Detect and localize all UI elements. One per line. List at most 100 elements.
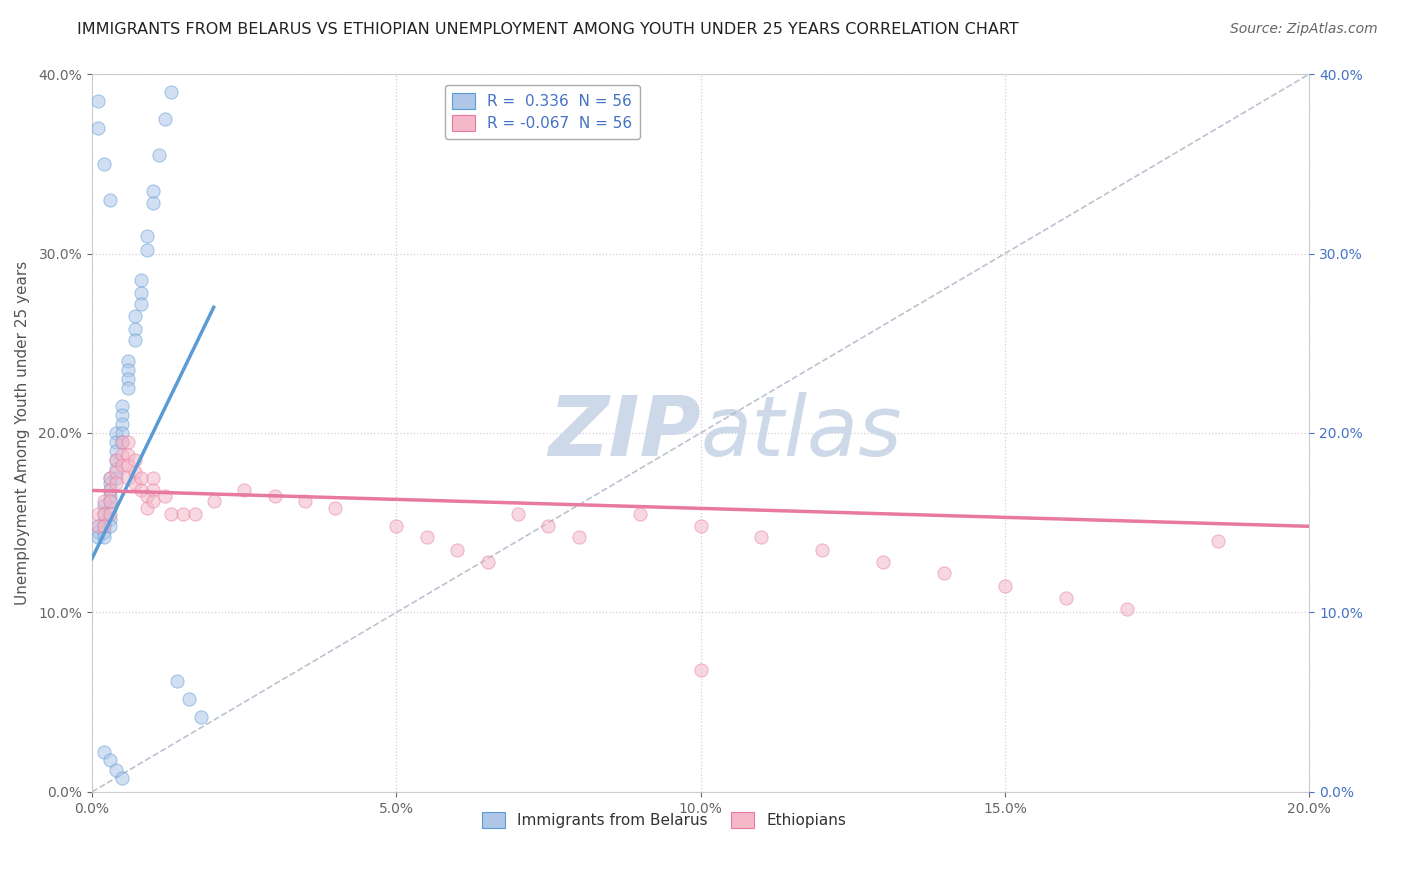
Y-axis label: Unemployment Among Youth under 25 years: Unemployment Among Youth under 25 years: [15, 260, 30, 605]
Point: [111, 417, 134, 431]
Point: [184, 507, 207, 521]
Point: [129, 297, 152, 311]
Point: [105, 471, 128, 485]
Point: [93, 524, 115, 539]
Point: [98, 494, 121, 508]
Point: [93, 507, 115, 521]
Point: [98, 483, 121, 498]
Point: [87, 120, 110, 135]
Point: [105, 466, 128, 480]
Point: [872, 555, 894, 569]
Point: [111, 771, 134, 785]
Point: [294, 494, 316, 508]
Point: [233, 483, 256, 498]
Point: [1206, 533, 1229, 548]
Point: [135, 501, 157, 516]
Point: [87, 530, 110, 544]
Text: atlas: atlas: [700, 392, 903, 474]
Point: [105, 444, 128, 458]
Point: [124, 453, 146, 467]
Point: [87, 524, 110, 539]
Point: [325, 501, 347, 516]
Point: [117, 434, 139, 449]
Point: [172, 507, 194, 521]
Point: [477, 555, 499, 569]
Point: [105, 453, 128, 467]
Point: [87, 519, 110, 533]
Point: [202, 494, 225, 508]
Point: [124, 310, 146, 324]
Point: [111, 434, 134, 449]
Point: [689, 519, 711, 533]
Point: [98, 501, 121, 516]
Point: [117, 363, 139, 377]
Point: [105, 434, 128, 449]
Point: [932, 566, 955, 580]
Point: [93, 498, 115, 512]
Text: IMMIGRANTS FROM BELARUS VS ETHIOPIAN UNEMPLOYMENT AMONG YOUTH UNDER 25 YEARS COR: IMMIGRANTS FROM BELARUS VS ETHIOPIAN UNE…: [77, 22, 1019, 37]
Point: [415, 530, 437, 544]
Point: [111, 425, 134, 440]
Point: [142, 471, 165, 485]
Point: [98, 471, 121, 485]
Point: [98, 512, 121, 526]
Legend: Immigrants from Belarus, Ethiopians: Immigrants from Belarus, Ethiopians: [477, 806, 852, 835]
Point: [98, 753, 121, 767]
Point: [117, 381, 139, 395]
Point: [689, 663, 711, 677]
Point: [98, 519, 121, 533]
Point: [93, 516, 115, 530]
Point: [166, 673, 188, 688]
Point: [87, 507, 110, 521]
Point: [93, 157, 115, 171]
Point: [751, 530, 773, 544]
Point: [148, 148, 170, 162]
Point: [385, 519, 408, 533]
Point: [160, 85, 183, 99]
Point: [111, 448, 134, 462]
Point: [111, 399, 134, 413]
Point: [994, 578, 1017, 592]
Point: [124, 322, 146, 336]
Point: [124, 333, 146, 347]
Point: [129, 273, 152, 287]
Point: [129, 471, 152, 485]
Point: [1054, 591, 1077, 606]
Point: [98, 483, 121, 498]
Point: [129, 483, 152, 498]
Point: [117, 372, 139, 386]
Point: [105, 476, 128, 491]
Point: [98, 471, 121, 485]
Point: [142, 184, 165, 198]
Point: [87, 94, 110, 108]
Point: [129, 285, 152, 300]
Point: [93, 519, 115, 533]
Point: [111, 458, 134, 473]
Point: [93, 530, 115, 544]
Point: [117, 458, 139, 473]
Point: [506, 507, 529, 521]
Point: [87, 519, 110, 533]
Point: [135, 243, 157, 257]
Point: [1115, 602, 1137, 616]
Point: [135, 228, 157, 243]
Point: [98, 494, 121, 508]
Point: [811, 542, 834, 557]
Point: [263, 489, 285, 503]
Point: [98, 489, 121, 503]
Point: [160, 507, 183, 521]
Point: [111, 408, 134, 422]
Point: [153, 112, 176, 126]
Point: [142, 483, 165, 498]
Point: [105, 453, 128, 467]
Text: Source: ZipAtlas.com: Source: ZipAtlas.com: [1230, 22, 1378, 37]
Point: [98, 507, 121, 521]
Point: [446, 542, 468, 557]
Point: [98, 193, 121, 207]
Point: [568, 530, 591, 544]
Point: [111, 434, 134, 449]
Point: [98, 476, 121, 491]
Text: ZIP: ZIP: [548, 392, 700, 474]
Point: [179, 691, 201, 706]
Point: [153, 489, 176, 503]
